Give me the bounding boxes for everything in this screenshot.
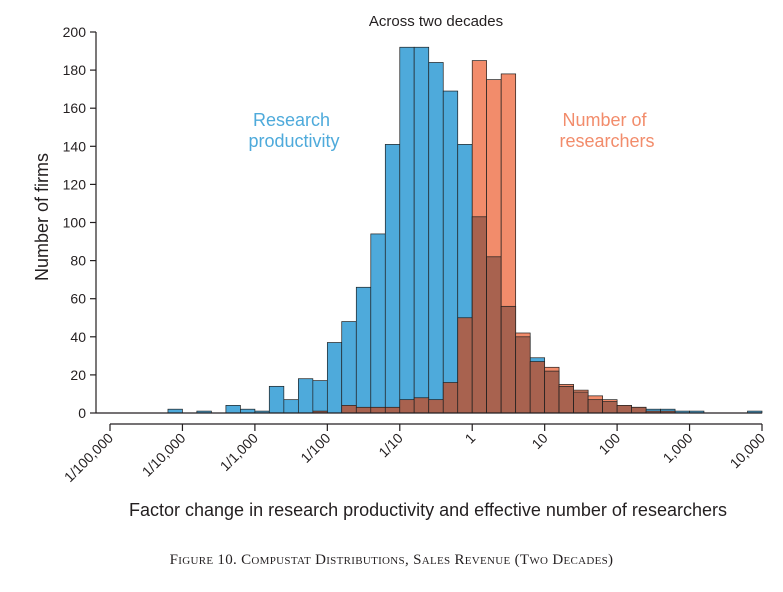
bar-overlap [500,305,517,414]
y-tick-label: 140 [63,138,87,154]
x-axis-label: Factor change in research productivity a… [129,500,727,520]
bar-overlap [573,391,589,414]
x-tick-label: 1/100,000 [61,430,117,486]
bar-number-of-researchers [457,317,473,414]
bar-overlap [602,401,618,414]
bar-research-productivity [341,321,357,414]
bar-number-of-researchers [616,405,632,414]
x-tick-label: 100 [595,430,623,458]
bars-layer [167,46,763,414]
series-label-line: productivity [248,131,339,151]
bar-number-of-researchers [355,406,372,414]
bar-number-of-researchers [631,406,647,414]
series-label-research-productivity: Research productivity [248,110,339,151]
x-tick-label: 1/100 [297,430,333,466]
series-label-line: Research [253,110,330,130]
x-tick-label: 10,000 [727,430,769,472]
bar-number-of-researchers [529,361,546,414]
bar-overlap [587,399,603,414]
y-tick-label: 40 [70,329,86,345]
series-label-number-of-researchers: Number of researchers [559,110,654,151]
bar-number-of-researchers [341,405,357,414]
bar-number-of-researchers [428,399,444,414]
histogram-chart: 0 20 40 60 80 100 120 140 160 180 200 1/100,000 1/10… [32,13,769,520]
bar-research-productivity [413,46,430,414]
chart-title: Across two decades [369,13,503,30]
bar-research-productivity [297,378,314,414]
y-tick-label: 100 [63,215,87,231]
bar-research-productivity [428,62,444,414]
y-tick-label: 0 [78,405,86,421]
bar-number-of-researchers [370,406,386,414]
y-axis-label: Number of firms [32,153,52,281]
bar-overlap [486,256,502,414]
bar-overlap [544,370,560,414]
series-label-line: Number of [562,110,647,130]
y-tick-label: 20 [70,367,86,383]
bar-research-productivity [268,385,285,414]
x-tick-label: 10 [528,430,550,452]
series-label-line: researchers [559,131,654,151]
bar-overlap [558,385,574,414]
bar-overlap [471,216,487,414]
y-tick-label: 200 [63,24,87,40]
bar-research-productivity [326,342,343,414]
y-tick-label: 60 [70,291,86,307]
bar-overlap [515,336,531,414]
x-tick-label: 1/10,000 [139,430,189,480]
bar-number-of-researchers [413,397,430,414]
figure-caption: Figure 10. Compustat Distributions, Sale… [169,552,614,568]
y-tick-label: 80 [70,253,86,269]
x-tick-label: 1/1,000 [217,430,261,474]
y-tick-label: 120 [63,176,87,192]
bar-research-productivity [355,286,372,414]
bar-research-productivity [283,399,299,414]
bar-research-productivity [225,405,241,414]
bar-research-productivity [370,233,386,414]
bar-research-productivity [312,380,328,414]
bar-number-of-researchers [442,382,459,414]
y-tick-label: 160 [63,100,87,116]
y-tick-label: 180 [63,62,87,78]
bar-research-productivity [399,46,415,414]
labels-layer: Across two decades Number of firms Facto… [32,13,727,520]
x-tick-label: 1 [462,430,479,447]
x-tick-label: 1,000 [660,430,696,466]
bar-research-productivity [384,144,401,414]
bar-number-of-researchers [384,406,401,414]
x-tick-label: 1/10 [375,430,406,461]
bar-research-productivity [442,90,459,414]
bar-number-of-researchers [399,399,415,414]
